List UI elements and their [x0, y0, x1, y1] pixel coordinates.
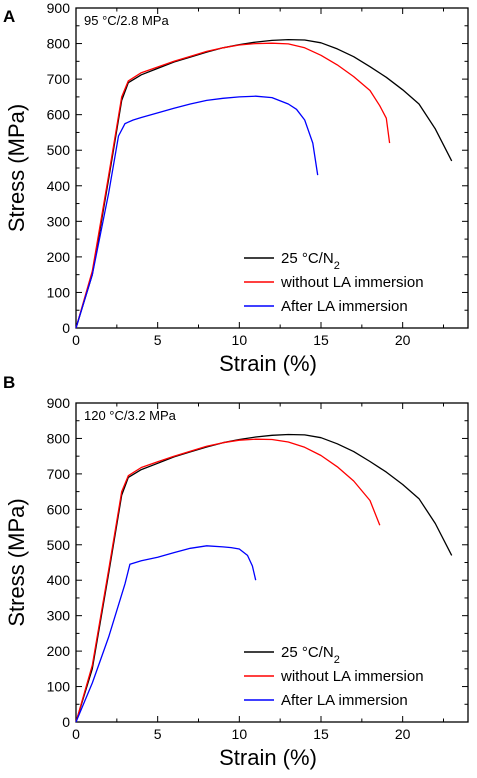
- panel-a-legend-label-1: 25 °C/N2: [281, 250, 340, 272]
- panel-b-y-tick-label: 300: [47, 608, 71, 624]
- panel-b-x-tick-label: 20: [395, 726, 411, 742]
- panel-a-x-tick-label: 0: [72, 332, 80, 348]
- panel-b-legend-label-2: without LA immersion: [280, 668, 424, 685]
- panel-b-y-tick-label: 800: [47, 430, 71, 446]
- panel-a-y-tick-label: 400: [47, 178, 71, 194]
- panel-b-x-tick-label: 5: [154, 726, 162, 742]
- panel-b-y-axis-title: Stress (MPa): [4, 498, 29, 626]
- panel-b-panel-letter: B: [3, 373, 15, 392]
- panel-a-condition-label: 95 °C/2.8 MPa: [84, 13, 169, 28]
- panel-a-y-tick-label: 0: [62, 320, 70, 336]
- panel-a-y-tick-label: 100: [47, 284, 71, 300]
- panel-a-y-tick-label: 200: [47, 249, 71, 265]
- panel-b-condition-label: 120 °C/3.2 MPa: [84, 408, 177, 423]
- panel-a-y-tick-label: 800: [47, 36, 71, 52]
- panel-b-y-tick-label: 0: [62, 714, 70, 730]
- panel-b-x-axis-title: Strain (%): [219, 745, 317, 770]
- panel-a-series-line-2: [75, 42, 391, 329]
- panel-b-series-line-3: [75, 545, 257, 723]
- panel-b-series-line-2: [75, 438, 381, 723]
- panel-b-x-tick-label: 0: [72, 726, 80, 742]
- panel-b-y-tick-label: 400: [47, 572, 71, 588]
- panel-b-x-tick-label: 15: [313, 726, 329, 742]
- panel-b-legend-label-1: 25 °C/N2: [281, 644, 340, 666]
- panel-b-y-tick-label: 200: [47, 643, 71, 659]
- panel-b-legend-label-3: After LA immersion: [281, 692, 408, 709]
- panel-a-x-axis-title: Strain (%): [219, 351, 317, 376]
- panel-a-x-tick-label: 15: [313, 332, 329, 348]
- panel-a-legend-label-3: After LA immersion: [281, 298, 408, 315]
- panel-a-x-tick-label: 5: [154, 332, 162, 348]
- panel-b-y-tick-label: 700: [47, 466, 71, 482]
- panel-b-y-tick-label: 500: [47, 537, 71, 553]
- panel-a-y-tick-label: 700: [47, 71, 71, 87]
- panel-b-series-line-1: [75, 433, 453, 723]
- panel-b-x-tick-label: 10: [232, 726, 248, 742]
- panel-b-y-tick-label: 900: [47, 395, 71, 411]
- panel-a-y-axis-title: Stress (MPa): [4, 104, 29, 232]
- panel-b-y-tick-label: 100: [47, 679, 71, 695]
- panel-a-x-tick-label: 10: [232, 332, 248, 348]
- panel-a-y-tick-label: 900: [47, 0, 71, 16]
- panel-a-y-tick-label: 600: [47, 107, 71, 123]
- panel-a-x-tick-label: 20: [395, 332, 411, 348]
- panel-a-y-tick-label: 500: [47, 142, 71, 158]
- panel-b-y-tick-label: 600: [47, 501, 71, 517]
- panel-a-series-line-1: [75, 38, 453, 329]
- panel-a-panel-letter: A: [3, 7, 15, 26]
- panel-a-y-tick-label: 300: [47, 213, 71, 229]
- panel-a-legend-label-2: without LA immersion: [280, 274, 424, 291]
- panel-a-series-line-3: [75, 95, 319, 329]
